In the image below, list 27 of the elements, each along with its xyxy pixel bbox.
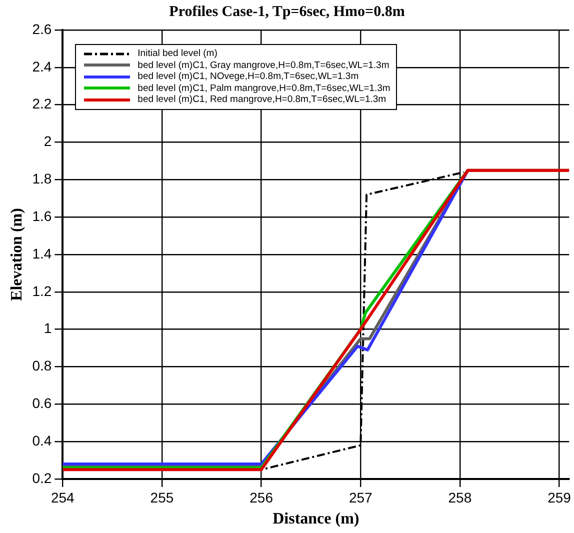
x-axis-title: Distance (m) (272, 510, 360, 528)
legend-label: bed level (m)C1, Palm mangrove,H=0.8m,T=6sec,WL=1.3m (138, 82, 390, 94)
y-tick-label: 1.6 (32, 208, 52, 224)
x-tick-label: 255 (150, 489, 174, 506)
y-tick-label: 2.6 (32, 20, 52, 37)
y-tick-label: 1.4 (32, 245, 52, 262)
x-tick-label: 259 (548, 489, 572, 506)
y-tick-label: 2 (44, 133, 52, 150)
legend-label: bed level (m)C1, NOvege,H=0.8m,T=6sec,WL=1.3m (138, 71, 359, 82)
y-tick-label: 2.2 (32, 96, 52, 112)
chart-title: Profiles Case-1, Tp=6sec, Hmo=0.8m (168, 4, 406, 21)
legend-label: Initial bed level (m) (138, 48, 218, 60)
y-tick-label: 1 (44, 320, 52, 336)
y-tick-label: 0.8 (32, 358, 52, 374)
y-tick-label: 0.6 (32, 395, 52, 412)
legend-label: bed level (m)C1, Red mangrove,H=0.8m,T=6sec,WL=1.3m (138, 94, 386, 106)
legend-label: bed level (m)C1, Gray mangrove,H=0.8m,T=6sec,WL=1.3m (138, 60, 390, 71)
x-tick-label: 254 (50, 489, 75, 506)
y-tick-label: 1.2 (32, 282, 52, 299)
y-tick-label: 0.4 (32, 432, 52, 448)
y-tick-label: 1.8 (32, 170, 52, 187)
y-axis-title: Elevation (m) (8, 208, 26, 301)
y-tick-label: 2.4 (32, 58, 52, 74)
x-tick-label: 258 (448, 489, 472, 506)
y-tick-label: 0.2 (32, 470, 52, 486)
x-tick-label: 256 (250, 489, 274, 506)
x-tick-label: 257 (348, 489, 373, 506)
